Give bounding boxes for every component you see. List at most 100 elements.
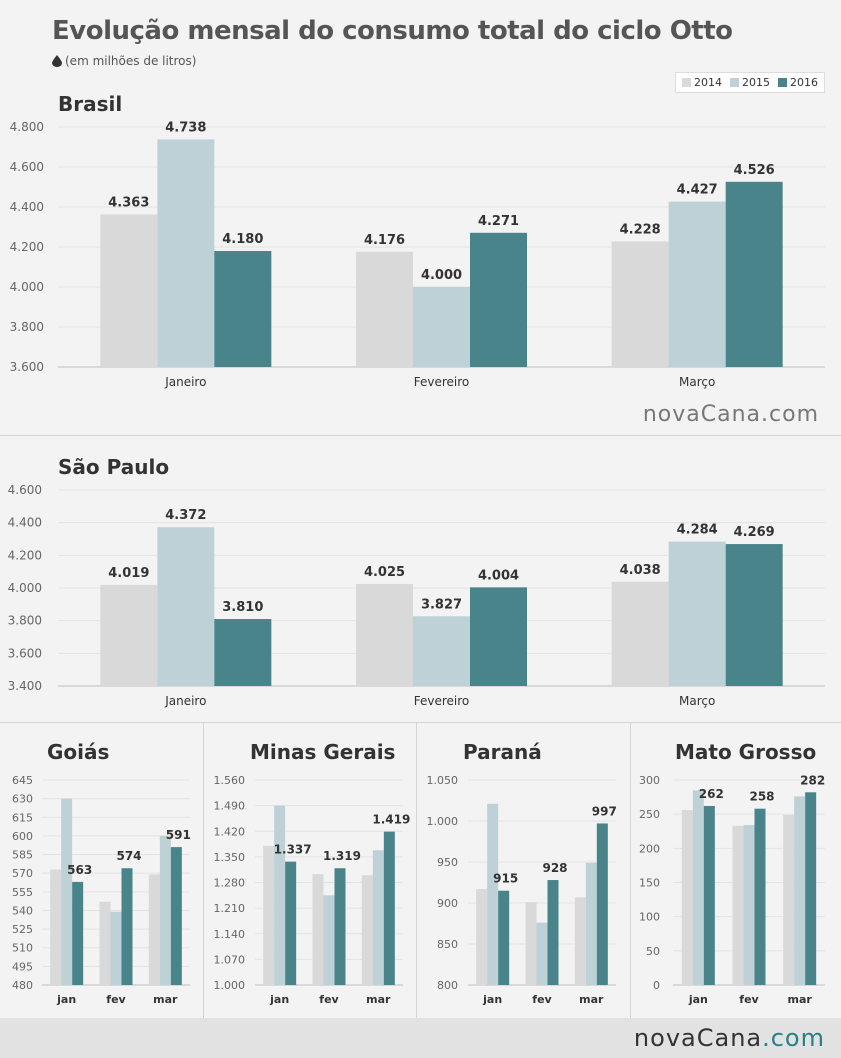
y-tick-label: 250 (639, 808, 660, 821)
bar (274, 805, 286, 985)
data-label: 928 (542, 861, 567, 875)
data-label: 1.337 (274, 843, 312, 857)
bar (214, 619, 272, 686)
x-tick-label: mar (153, 993, 178, 1006)
legend-swatch (778, 78, 787, 87)
bar (356, 251, 413, 367)
x-tick-label: Março (679, 694, 715, 708)
y-tick-label: 4.400 (10, 200, 44, 214)
bar (794, 796, 806, 985)
chart-sao-paulo: 3.400 3.600 3.800 4.000 4.200 4.400 4.600 4.019… (8, 483, 825, 708)
y-tick-label: 0 (653, 979, 660, 992)
chart-minas-gerais: 1.000 1.070 1.140 1.210 1.280 1.350 1.420 1.490… (214, 774, 411, 1006)
y-tick-label: 1.350 (214, 851, 246, 864)
drop-icon (52, 55, 62, 67)
divider (416, 722, 417, 1018)
y-tick-label: 570 (12, 867, 33, 880)
y-tick-label: 4.200 (8, 548, 42, 562)
data-label: 4.271 (478, 214, 519, 229)
bar (536, 922, 548, 985)
bar (692, 790, 704, 985)
data-label: 4.284 (677, 523, 718, 538)
bar (596, 823, 608, 985)
x-tick-label: fev (532, 993, 552, 1006)
bar (725, 181, 783, 367)
data-label: 282 (800, 773, 825, 787)
bar (372, 850, 384, 985)
x-tick-label: jan (482, 993, 502, 1006)
data-label: 574 (116, 849, 141, 863)
data-label: 4.176 (364, 233, 405, 248)
y-tick-label: 1.420 (214, 825, 246, 838)
bar (547, 880, 559, 985)
y-tick-label: 4.600 (8, 483, 42, 497)
bar (413, 616, 470, 686)
y-tick-label: 480 (12, 979, 33, 992)
data-label: 4.180 (222, 232, 263, 247)
brand-domain: .com (762, 1024, 825, 1052)
legend-item: 2015 (730, 76, 770, 89)
bar (334, 868, 346, 985)
bar (356, 583, 413, 686)
y-tick-label: 1.210 (214, 902, 246, 915)
bar (100, 214, 158, 367)
bar (476, 889, 488, 985)
divider (0, 722, 841, 723)
data-label: 3.810 (222, 600, 263, 615)
y-tick-label: 950 (437, 856, 458, 869)
legend-label: 2014 (694, 76, 722, 89)
y-tick-label: 3.600 (10, 360, 44, 374)
chart-parana: 800 850 900 950 1.000 1.050 915 jan 928 fev 997 mar (427, 774, 617, 1006)
bar (157, 527, 215, 686)
bar (525, 902, 537, 985)
data-label: 4.000 (421, 268, 462, 283)
bar (99, 901, 111, 985)
y-tick-label: 4.000 (10, 280, 44, 294)
data-label: 4.038 (620, 563, 661, 578)
x-tick-label: fev (319, 993, 339, 1006)
subtitle-text: (em milhões de litros) (65, 54, 197, 68)
y-tick-label: 510 (12, 942, 33, 955)
y-tick-label: 3.800 (8, 614, 42, 628)
bar (611, 241, 669, 367)
data-label: 262 (699, 787, 724, 801)
bar (148, 874, 160, 985)
y-tick-label: 615 (12, 811, 33, 824)
bar (498, 890, 510, 985)
bar (170, 847, 182, 985)
bar (413, 287, 470, 367)
legend-swatch (730, 78, 739, 87)
x-tick-label: Março (679, 375, 715, 389)
data-label: 4.363 (108, 195, 149, 210)
legend-swatch (682, 78, 691, 87)
y-tick-label: 3.400 (8, 679, 42, 693)
bar (470, 232, 527, 367)
y-tick-label: 300 (639, 774, 660, 787)
data-label: 915 (493, 872, 518, 886)
panel-title-minas-gerais: Minas Gerais (250, 740, 396, 764)
page-title: Evolução mensal do consumo total do cicl… (52, 16, 733, 46)
page-subtitle: (em milhões de litros) (52, 54, 196, 68)
data-label: 4.228 (620, 222, 661, 237)
y-tick-label: 645 (12, 774, 33, 787)
y-tick-label: 4.400 (8, 516, 42, 530)
x-tick-label: mar (788, 993, 813, 1006)
data-label: 4.025 (364, 565, 405, 580)
divider (630, 722, 631, 1018)
bar (159, 835, 171, 985)
panel-title-parana: Paraná (463, 740, 542, 764)
bar (743, 825, 755, 985)
y-tick-label: 1.000 (427, 815, 459, 828)
brand-name: novaCana (642, 402, 762, 427)
x-tick-label: Janeiro (164, 375, 206, 389)
y-tick-label: 630 (12, 793, 33, 806)
data-label: 4.738 (165, 120, 206, 135)
bar (805, 792, 817, 985)
y-tick-label: 1.560 (214, 774, 246, 787)
bar (100, 584, 158, 686)
x-tick-label: fev (106, 993, 126, 1006)
bar (157, 139, 215, 367)
legend: 2014 2015 2016 (675, 72, 825, 93)
chart-goias: 480 495 510 525 540 555 570 585 600 615 630 645 563 j… (12, 774, 191, 1006)
chart-mato-grosso: 0 50 100 150 200 250 300 262 jan 258 fev 282 mar (639, 773, 825, 1006)
